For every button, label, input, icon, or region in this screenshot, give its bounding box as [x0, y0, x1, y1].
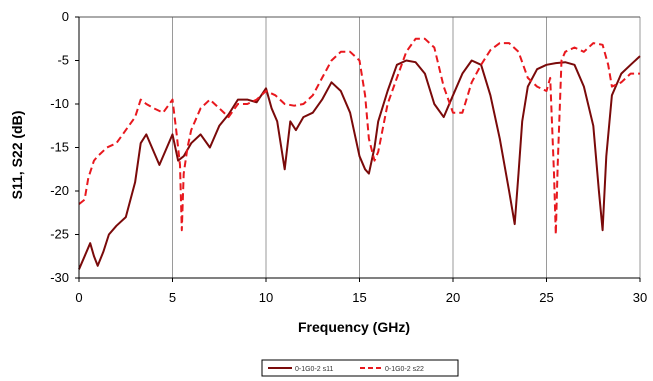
y-tick-labels: 0 -5 -10 -15 -20 -25 -30 — [50, 9, 69, 285]
y-tick-label: -25 — [50, 227, 69, 242]
series-layer — [78, 37, 641, 270]
x-tick-label: 0 — [75, 290, 82, 305]
y-tick-label: -5 — [57, 53, 69, 68]
x-tick-label: 25 — [539, 290, 553, 305]
series-line-s11 — [78, 55, 641, 270]
grid-lines — [172, 17, 641, 278]
x-tick-label: 30 — [633, 290, 647, 305]
legend: 0-1G0-2 s11 0-1G0-2 s22 — [261, 359, 459, 377]
series-line-s22 — [78, 37, 640, 236]
legend-label-s22: 0-1G0-2 s22 — [385, 366, 424, 373]
axes — [75, 16, 641, 282]
x-tick-labels: 0 5 10 15 20 25 30 — [75, 290, 647, 305]
legend-label-s11: 0-1G0-2 s11 — [295, 366, 333, 373]
y-tick-label: 0 — [62, 9, 69, 24]
x-axis-title: Frequency (GHz) — [298, 319, 410, 335]
x-tick-label: 20 — [446, 290, 460, 305]
y-tick-label: -10 — [50, 96, 69, 111]
x-tick-label: 10 — [259, 290, 273, 305]
x-tick-label: 5 — [169, 290, 176, 305]
x-tick-label: 15 — [352, 290, 366, 305]
y-tick-label: -20 — [50, 183, 69, 198]
y-tick-label: -15 — [50, 140, 69, 155]
y-axis-title: S11, S22 (dB) — [9, 111, 25, 200]
y-tick-label: -30 — [50, 270, 69, 285]
